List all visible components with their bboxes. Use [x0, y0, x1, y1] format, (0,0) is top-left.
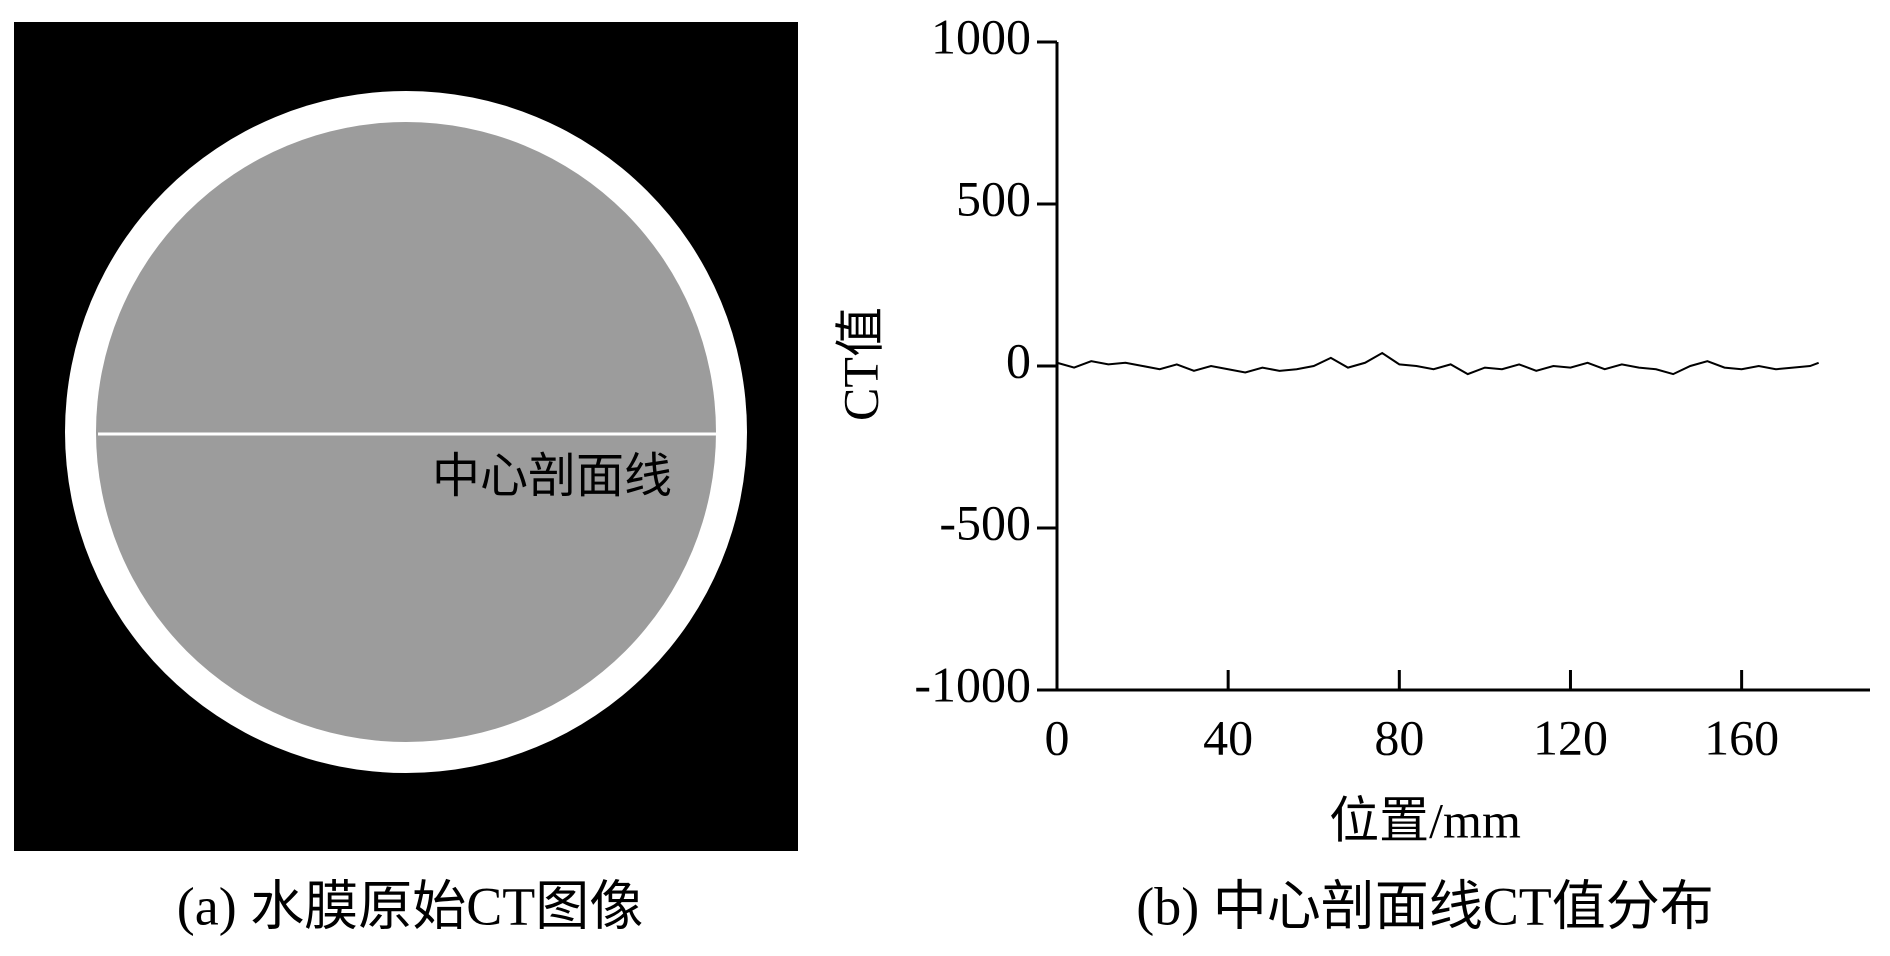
x-tick-label: 120 [1533, 709, 1608, 765]
y-tick-label: 500 [956, 170, 1031, 226]
y-axis-label: CT值 [832, 307, 888, 421]
y-tick-label: -1000 [914, 656, 1031, 712]
x-tick-label: 0 [1045, 709, 1070, 765]
data-line [1056, 351, 1820, 376]
x-axis-label: 位置/mm [1329, 792, 1521, 848]
y-tick-label: 0 [1006, 332, 1031, 388]
caption-b: (b) 中心剖面线CT值分布 [1136, 876, 1713, 936]
x-tick-label: 160 [1704, 709, 1779, 765]
profile-annotation: 中心剖面线 [432, 450, 672, 503]
x-tick-label: 40 [1203, 709, 1253, 765]
y-tick-label: 1000 [931, 8, 1031, 64]
caption-a: (a) 水膜原始CT图像 [177, 876, 643, 936]
x-tick-label: 80 [1374, 709, 1424, 765]
y-tick-label: -500 [939, 494, 1031, 550]
ct-water [96, 122, 716, 742]
